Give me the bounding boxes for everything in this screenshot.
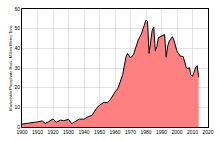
svg-text:1930: 1930 — [63, 129, 74, 135]
svg-text:10: 10 — [14, 104, 20, 110]
svg-text:1940: 1940 — [78, 129, 89, 135]
svg-text:30: 30 — [14, 65, 20, 71]
svg-text:2000: 2000 — [171, 129, 182, 135]
svg-text:50: 50 — [14, 25, 20, 31]
svg-text:1910: 1910 — [32, 129, 43, 135]
svg-text:2010: 2010 — [187, 129, 198, 135]
svg-text:1900: 1900 — [16, 129, 27, 135]
svg-text:40: 40 — [14, 45, 20, 51]
svg-text:60: 60 — [14, 6, 20, 12]
svg-text:1970: 1970 — [125, 129, 136, 135]
svg-text:20: 20 — [14, 84, 20, 90]
svg-text:2020: 2020 — [202, 129, 213, 135]
svg-text:0: 0 — [17, 124, 20, 130]
svg-text:1950: 1950 — [94, 129, 105, 135]
svg-text:1920: 1920 — [47, 129, 58, 135]
svg-text:Marketable Phosphate Rock, Mil: Marketable Phosphate Rock, Million Metri… — [8, 25, 13, 110]
svg-text:1960: 1960 — [109, 129, 120, 135]
svg-text:1980: 1980 — [140, 129, 151, 135]
svg-text:1990: 1990 — [156, 129, 167, 135]
